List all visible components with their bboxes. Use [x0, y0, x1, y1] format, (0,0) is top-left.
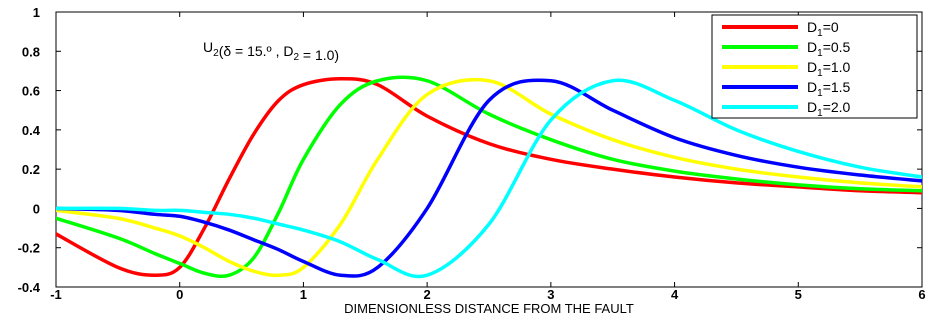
y-tick-label: -0.2 [18, 241, 40, 256]
series-line-3 [56, 77, 922, 278]
legend-label: D1=2.0 [807, 99, 851, 119]
y-tick-label: 0 [33, 201, 40, 216]
x-tick-label: 5 [795, 287, 802, 302]
legend: D1=0D1=0.5D1=1.0D1=1.5D1=2.0 [711, 14, 918, 119]
legend-label: D1=1.5 [807, 79, 851, 99]
x-axis-label: DIMENSIONLESS DISTANCE FROM THE FAULT [344, 301, 634, 316]
y-tick-label: -0.4 [18, 280, 41, 295]
annotation-text: U2(δ = 15.º , D2 = 1.0) [203, 39, 339, 63]
series-line-5 [56, 78, 922, 279]
x-tick-label: -1 [50, 287, 62, 302]
series-line-1 [56, 77, 922, 277]
series-line-2 [56, 75, 922, 279]
x-tick-label: 4 [671, 287, 679, 302]
series-line-4 [56, 78, 922, 278]
series-lines [56, 75, 922, 279]
x-tick-label: 0 [176, 287, 183, 302]
legend-label: D1=0.5 [807, 39, 851, 59]
axis-ticks: -1 0 1 2 3 4 5 6 -0.4 -0.2 0 0.2 0.4 0.6 0.8 1 [18, 5, 926, 302]
y-tick-label: 0.6 [22, 84, 40, 99]
x-tick-label: 3 [547, 287, 554, 302]
y-tick-label: 0.4 [22, 123, 41, 138]
x-tick-label: 6 [918, 287, 925, 302]
y-tick-label: 0.2 [22, 162, 40, 177]
plot-annotation: U2(δ = 15.º , D2 = 1.0) [203, 39, 339, 63]
x-tick-label: 1 [300, 287, 307, 302]
legend-label: D1=0 [807, 19, 839, 39]
legend-label: D1=1.0 [807, 59, 851, 79]
y-tick-label: 1 [33, 5, 40, 20]
x-tick-label: 2 [424, 287, 431, 302]
y-tick-label: 0.8 [22, 44, 40, 59]
